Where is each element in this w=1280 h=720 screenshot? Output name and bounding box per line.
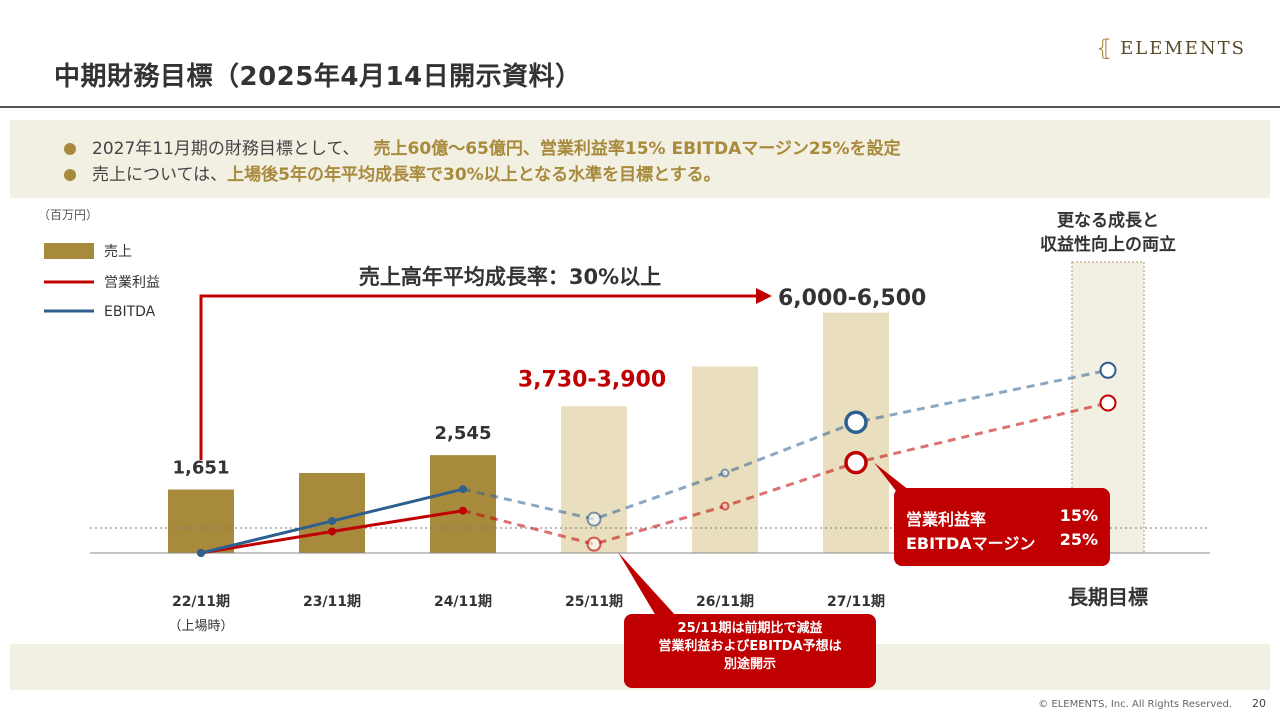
legend-swatch-revenue <box>44 243 94 259</box>
revenue-bar <box>692 366 758 553</box>
bullet-plain-text: 売上については、 <box>92 165 228 185</box>
bullet-accent-text: 上場後5年の年平均成長率で30%以上となる水準を目標とする。 <box>227 165 721 185</box>
callout-label: 営業利益率 <box>906 510 987 529</box>
logo-mark-icon: ⦃ <box>1095 36 1115 61</box>
operating-profit-point <box>459 506 467 515</box>
ebitda-point <box>197 549 205 557</box>
bullet-plain-text: 2027年11月期の財務目標として、 <box>92 139 360 159</box>
ebitda-point <box>459 485 467 494</box>
x-tick-label: 24/11期 <box>434 594 492 610</box>
ebitda-point <box>1099 361 1117 379</box>
logo-text: ELEMENTS <box>1120 38 1246 59</box>
x-tick-sublabel: （上場時） <box>168 619 233 634</box>
legend-label: 売上 <box>104 244 132 260</box>
page-number: 20 <box>1252 697 1266 710</box>
legend-label: EBITDA <box>104 304 156 320</box>
margin-target-callout: 営業利益率 15% EBITDAマージン 25% <box>894 488 1110 566</box>
operating-profit-point <box>586 536 602 552</box>
x-tick-label: 22/11期 <box>172 594 230 610</box>
x-tick-label: 長期目標 <box>1068 585 1148 609</box>
long-term-caption: 収益性向上の両立 <box>1040 234 1176 255</box>
callout-row: 営業利益率 15% <box>906 506 1098 530</box>
growth-rate-label: 売上高年平均成長率：30%以上 <box>359 265 661 289</box>
operating-profit-point <box>844 450 868 475</box>
callout-value: 15% <box>1059 506 1098 525</box>
data-label: 1,651 <box>173 458 230 479</box>
chart-unit-label: （百万円） <box>38 208 98 222</box>
operating-profit-point <box>328 527 336 536</box>
bullet-list: 2027年11月期の財務目標として、 売上60億～65億円、営業利益率15% E… <box>64 136 901 188</box>
callout-row: EBITDAマージン 25% <box>906 530 1098 554</box>
page-title: 中期財務目標（2025年4月14日開示資料） <box>54 62 582 92</box>
revenue-bar <box>168 489 234 553</box>
data-label: 2,545 <box>435 423 492 444</box>
decline-note-callout: 25/11期は前期比で減益 営業利益およびEBITDA予想は 別途開示 <box>624 614 876 688</box>
callout-pointer <box>618 552 676 616</box>
ebitda-point <box>844 410 868 434</box>
revenue-bar <box>561 406 627 553</box>
revenue-bar <box>299 473 365 553</box>
chart-area: （百万円） 売上営業利益 EBITDA 更なる成長と 収益性向上の両立 1,651 2,54… <box>10 198 1270 644</box>
x-tick-label: 26/11期 <box>696 594 754 610</box>
x-tick-label: 27/11期 <box>827 594 885 610</box>
company-logo: ⦃ ELEMENTS <box>1096 36 1246 61</box>
bullet-item: 2027年11月期の財務目標として、 売上60億～65億円、営業利益率15% E… <box>64 136 901 162</box>
callout-value: 25% <box>1059 530 1098 549</box>
x-tick-label: 23/11期 <box>303 594 361 610</box>
x-tick-label: 25/11期 <box>565 594 623 610</box>
title-divider <box>0 106 1280 108</box>
bullet-dot-icon <box>64 143 76 155</box>
callout-label: EBITDAマージン <box>906 534 1036 553</box>
legend-label: 営業利益 <box>104 275 160 291</box>
ebitda-point <box>328 517 336 526</box>
bullet-accent-text: 売上60億～65億円、営業利益率15% EBITDAマージン25%を設定 <box>373 139 901 159</box>
data-label: 6,000-6,500 <box>778 286 926 311</box>
long-term-caption: 更なる成長と <box>1057 210 1159 231</box>
note-line: 25/11期は前期比で減益 <box>677 621 823 636</box>
bullet-item: 売上については、 上場後5年の年平均成長率で30%以上となる水準を目標とする。 <box>64 162 901 188</box>
bullet-dot-icon <box>64 169 76 181</box>
ebitda-point <box>586 511 602 527</box>
data-label: 3,730-3,900 <box>518 367 666 392</box>
note-line: 別途開示 <box>723 657 776 672</box>
operating-profit-point <box>1099 394 1117 412</box>
revenue-bar <box>430 455 496 553</box>
note-line: 営業利益およびEBITDA予想は <box>658 639 842 654</box>
growth-arrow-head-icon <box>756 288 772 304</box>
growth-arrow <box>199 294 758 460</box>
operating-profit-point <box>720 501 730 511</box>
ebitda-point <box>720 468 730 478</box>
copyright-footer: © ELEMENTS, Inc. All Rights Reserved. <box>1038 699 1232 710</box>
